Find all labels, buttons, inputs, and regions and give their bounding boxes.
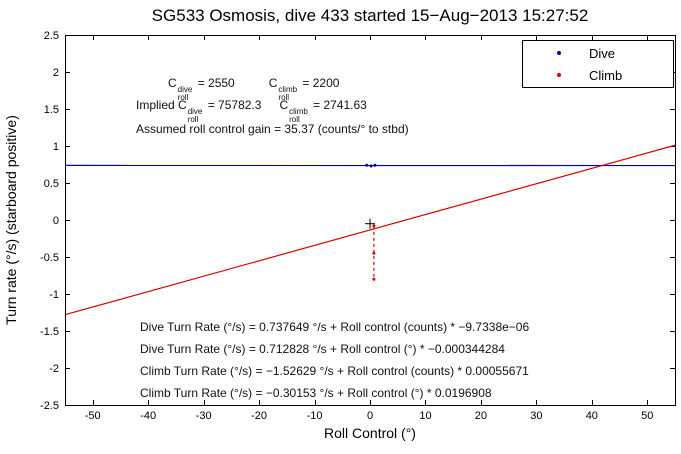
dive-points xyxy=(365,163,369,167)
legend-entry-dive: Dive xyxy=(523,44,673,63)
climb-marker-icon xyxy=(557,73,561,77)
y-tick-label: -1 xyxy=(49,289,59,301)
y-tick-label: 1 xyxy=(53,141,59,153)
annotation-dive-fit-counts: Dive Turn Rate (°/s) = 0.737649 °/s + Ro… xyxy=(140,320,530,334)
x-tick-label: 30 xyxy=(530,410,542,422)
y-tick-label: -1.5 xyxy=(40,326,59,338)
x-tick-label: 40 xyxy=(586,410,598,422)
series-climb-fit-line xyxy=(64,144,676,316)
y-axis-label: Turn rate (°/s) (starboard positive) xyxy=(3,115,19,325)
legend-label-climb: Climb xyxy=(589,67,623,83)
plot-title: SG533 Osmosis, dive 433 started 15−Aug−2… xyxy=(151,6,589,25)
x-tick-label: -10 xyxy=(307,410,323,422)
y-tick-label: 2 xyxy=(53,67,59,79)
y-tick-label: -2.5 xyxy=(40,400,59,412)
x-tick-label: 50 xyxy=(641,410,653,422)
climb-points xyxy=(372,251,376,255)
legend: Dive Climb xyxy=(522,40,674,88)
legend-label-dive: Dive xyxy=(589,45,616,61)
y-tick-label: 2.5 xyxy=(44,30,59,42)
x-tick-label: 0 xyxy=(367,410,373,422)
annotation-coeff-2: Assumed roll control gain = 35.37 (count… xyxy=(136,122,409,136)
dive-points xyxy=(369,164,373,168)
climb-points xyxy=(372,224,376,228)
x-axis-label: Roll Control (°) xyxy=(324,425,416,441)
x-tick-label: -30 xyxy=(196,410,212,422)
x-tick-label: -40 xyxy=(140,410,156,422)
y-tick-label: 1.5 xyxy=(44,104,59,116)
climb-points xyxy=(372,277,376,281)
dive-marker-icon xyxy=(557,51,561,55)
y-tick-label: 0 xyxy=(53,215,59,227)
x-tick-label: 20 xyxy=(475,410,487,422)
x-tick-label: 10 xyxy=(419,410,431,422)
annotation-climb-fit-degrees: Climb Turn Rate (°/s) = −0.30153 °/s + R… xyxy=(140,386,492,400)
legend-entry-climb: Climb xyxy=(523,66,673,85)
annotation-climb-fit-counts: Climb Turn Rate (°/s) = −1.52629 °/s + R… xyxy=(140,364,529,378)
x-tick-label: -20 xyxy=(251,410,267,422)
y-tick-label: -2 xyxy=(49,363,59,375)
dive-points xyxy=(373,163,377,167)
y-tick-label: 0.5 xyxy=(44,178,59,190)
annotation-dive-fit-degrees: Dive Turn Rate (°/s) = 0.712828 °/s + Ro… xyxy=(140,342,505,356)
y-tick-label: -0.5 xyxy=(40,252,59,264)
x-tick-label: -50 xyxy=(85,410,101,422)
